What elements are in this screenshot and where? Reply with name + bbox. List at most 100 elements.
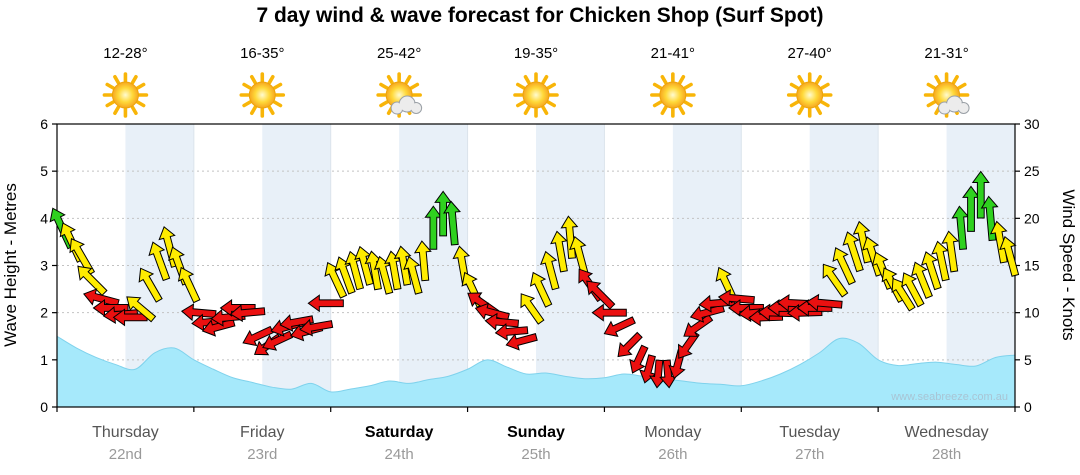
day-label: Wednesday xyxy=(904,424,988,441)
day-label: Monday xyxy=(644,424,701,441)
wave-height-area xyxy=(56,335,1016,408)
wind-arrow xyxy=(299,318,334,337)
left-axis-label: Wave Height - Metres xyxy=(1,183,20,347)
date-label: 25th xyxy=(521,446,550,463)
wind-arrow xyxy=(126,296,157,323)
right-axis-label: Wind Speed - Knots xyxy=(1059,189,1078,340)
wind-arrow xyxy=(842,231,864,273)
wind-arrow xyxy=(393,245,412,286)
wind-arrow xyxy=(69,238,96,276)
right-tick-label: 25 xyxy=(1024,163,1040,179)
wind-arrow xyxy=(852,220,872,264)
right-tick-label: 15 xyxy=(1024,258,1040,274)
wind-arrow xyxy=(539,250,560,291)
wind-arrow xyxy=(901,272,925,308)
wind-arrow xyxy=(931,240,950,282)
watermark: www.seabreeze.com.au xyxy=(890,391,1008,403)
day-label: Friday xyxy=(240,424,284,441)
wind-arrow xyxy=(971,170,990,219)
wind-arrow xyxy=(474,302,510,321)
wind-arrow xyxy=(941,230,960,273)
wind-arrow xyxy=(603,316,636,337)
wind-arrow xyxy=(201,318,236,337)
wind-arrow xyxy=(678,330,700,359)
sun-icon xyxy=(650,72,696,118)
wind-arrow xyxy=(689,304,725,323)
right-tick-label: 0 xyxy=(1024,399,1032,415)
wind-arrow xyxy=(629,344,649,374)
sun-icon xyxy=(102,72,149,118)
day-temp-range: 25-42° xyxy=(377,45,421,62)
right-tick-label: 20 xyxy=(1024,210,1040,226)
left-tick-label: 1 xyxy=(40,352,48,368)
wind-arrow xyxy=(806,293,843,312)
wind-arrow xyxy=(911,261,933,299)
right-tick-label: 5 xyxy=(1024,352,1032,368)
wind-arrow xyxy=(262,330,294,351)
wind-arrow xyxy=(920,251,942,291)
date-label: 27th xyxy=(795,446,824,463)
date-label: 28th xyxy=(932,446,961,463)
left-tick-label: 4 xyxy=(40,210,48,226)
day-temp-range: 19-35° xyxy=(514,45,558,62)
wind-arrow xyxy=(180,303,217,322)
left-tick-label: 3 xyxy=(40,258,48,274)
wind-arrow xyxy=(520,293,545,325)
wind-arrow xyxy=(413,240,432,282)
wind-arrow xyxy=(494,322,529,341)
right-tick-label: 30 xyxy=(1024,116,1040,132)
left-tick-label: 6 xyxy=(40,116,48,132)
cloud-icon xyxy=(938,95,970,115)
left-tick-label: 0 xyxy=(40,399,48,415)
day-temp-range: 12-28° xyxy=(103,45,147,62)
sun-cloud-icon xyxy=(376,72,423,118)
wind-arrow xyxy=(484,312,520,331)
wind-arrow xyxy=(324,261,348,299)
right-tick-label: 10 xyxy=(1024,305,1040,321)
wind-arrow xyxy=(999,235,1020,277)
wind-arrow xyxy=(822,263,849,298)
wind-arrow xyxy=(279,314,314,332)
sun-cloud-icon xyxy=(923,72,970,118)
wind-arrow xyxy=(373,255,394,295)
sun-icon xyxy=(786,72,833,118)
wind-arrow xyxy=(550,230,568,273)
wind-arrow xyxy=(148,241,171,282)
wind-arrow xyxy=(307,294,344,313)
sun-icon xyxy=(513,72,559,118)
wind-arrow xyxy=(403,255,423,295)
sun-icon xyxy=(239,72,286,118)
wind-arrow xyxy=(83,288,120,308)
cloud-icon xyxy=(390,95,423,115)
date-label: 23rd xyxy=(247,446,277,463)
wind-arrow xyxy=(591,303,627,322)
day-label: Thursday xyxy=(92,424,159,441)
left-tick-label: 2 xyxy=(40,305,48,321)
wind-arrow xyxy=(229,304,266,323)
wind-arrow xyxy=(989,220,1008,264)
wind-arrow xyxy=(138,267,163,303)
wind-arrow xyxy=(77,265,108,297)
wind-arrow xyxy=(505,333,538,351)
wind-arrow xyxy=(334,256,356,295)
wind-arrow xyxy=(529,271,553,308)
day-temp-range: 21-31° xyxy=(924,45,968,62)
day-label: Saturday xyxy=(365,424,434,441)
date-label: 26th xyxy=(658,446,687,463)
wind-arrow xyxy=(617,331,643,358)
day-temp-range: 21-41° xyxy=(651,45,695,62)
date-label: 22nd xyxy=(109,446,142,463)
wind-arrow xyxy=(443,200,461,246)
day-temp-range: 16-35° xyxy=(240,45,284,62)
wind-arrow xyxy=(717,289,755,307)
wind-arrow xyxy=(683,314,714,337)
day-label: Sunday xyxy=(507,424,565,441)
date-label: 24th xyxy=(385,446,414,463)
left-tick-label: 5 xyxy=(40,163,48,179)
day-temp-range: 27-40° xyxy=(788,45,832,62)
page-title: 7 day wind & wave forecast for Chicken S… xyxy=(256,4,824,27)
day-label: Tuesday xyxy=(779,424,840,441)
wind-arrow xyxy=(586,280,616,310)
